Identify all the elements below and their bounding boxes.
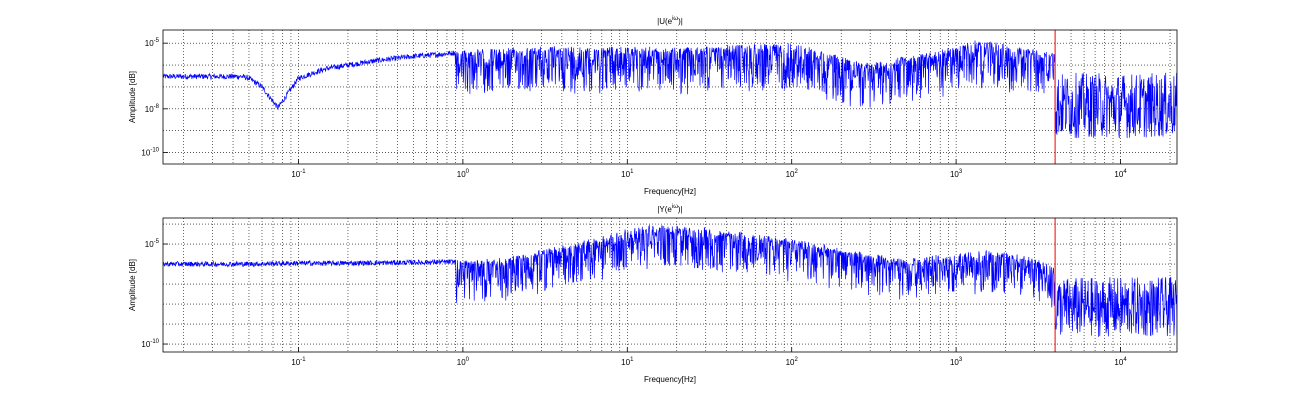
x-tick-label-exp: 1 <box>630 357 634 363</box>
x-tick-label: 103 <box>950 169 963 179</box>
x-tick-label: 102 <box>786 169 799 179</box>
x-tick-label: 101 <box>621 357 634 367</box>
y-axis-label: Amplitude [dB] <box>128 71 137 123</box>
y-tick-label: 10-8 <box>145 104 160 114</box>
x-tick-label-exp: 1 <box>630 169 634 175</box>
x-tick-label-base: 10 <box>950 358 959 367</box>
chart-title-base: |Y(e <box>657 205 672 214</box>
y-axis-label: Amplitude [dB] <box>128 259 137 311</box>
x-tick-label-base: 10 <box>1114 170 1123 179</box>
spectrum-line <box>163 224 1177 337</box>
x-tick-label-base: 10 <box>786 358 795 367</box>
lower-spectrum-plot: 10-1 100 101 102 103 10410-510-10|Y(eiω)|Freq… <box>128 204 1178 384</box>
chart-title-exp: iω <box>672 204 678 210</box>
x-tick-label-exp: 3 <box>959 357 963 363</box>
x-tick-label-exp: -1 <box>300 169 306 175</box>
x-tick-label: 102 <box>786 357 799 367</box>
upper-spectrum-plot: 10-1 100 101 102 103 10410-510-810-10|U(eiω)|… <box>128 16 1178 196</box>
x-tick-label-base: 10 <box>291 170 300 179</box>
x-tick-label-base: 10 <box>457 170 466 179</box>
x-tick-label-base: 10 <box>1114 358 1123 367</box>
x-tick-label-base: 10 <box>950 170 959 179</box>
x-tick-label: 103 <box>950 357 963 367</box>
x-tick-label: 104 <box>1114 357 1127 367</box>
y-tick-label-exp: -5 <box>154 38 160 44</box>
y-tick-label: 10-10 <box>141 339 159 349</box>
y-tick-label-base: 10 <box>145 240 154 249</box>
y-tick-label-base: 10 <box>145 39 154 48</box>
y-tick-label-base: 10 <box>141 340 150 349</box>
x-tick-label-base: 10 <box>457 358 466 367</box>
y-tick-label: 10-5 <box>145 38 160 48</box>
axes-box <box>162 217 1178 353</box>
x-tick-label: 10-1 <box>291 169 306 179</box>
x-tick-label-base: 10 <box>786 170 795 179</box>
x-tick-label-base: 10 <box>621 358 630 367</box>
chart-title-exp: iω <box>672 16 678 22</box>
x-tick-label-exp: 0 <box>466 169 470 175</box>
y-tick-label-exp: -8 <box>154 104 160 110</box>
spectrum-line <box>163 40 1177 139</box>
axes-box <box>162 29 1178 165</box>
x-tick-label-exp: 4 <box>1123 357 1127 363</box>
chart-title: |Y(eiω)| <box>657 204 682 214</box>
y-tick-label-exp: -10 <box>150 339 159 345</box>
chart-title-tail: )| <box>678 17 683 26</box>
x-tick-label-exp: 2 <box>794 169 798 175</box>
x-axis-label: Frequency[Hz] <box>644 187 696 196</box>
x-tick-label-base: 10 <box>291 358 300 367</box>
x-tick-label-exp: -1 <box>300 357 306 363</box>
x-tick-label-exp: 3 <box>959 169 963 175</box>
grid <box>163 30 1177 164</box>
x-axis-label: Frequency[Hz] <box>644 375 696 384</box>
x-tick-label: 100 <box>457 169 470 179</box>
x-tick-label-exp: 2 <box>794 357 798 363</box>
x-tick-label-exp: 4 <box>1123 169 1127 175</box>
y-tick-label-base: 10 <box>145 105 154 114</box>
x-tick-label: 104 <box>1114 169 1127 179</box>
y-tick-label-base: 10 <box>141 149 150 158</box>
x-tick-label: 101 <box>621 169 634 179</box>
y-tick-label: 10-10 <box>141 148 159 158</box>
chart-title-tail: )| <box>678 205 683 214</box>
chart-title: |U(eiω)| <box>657 16 683 26</box>
y-tick-label-exp: -10 <box>150 148 159 154</box>
y-tick-label: 10-5 <box>145 239 160 249</box>
plot-area <box>163 30 1177 164</box>
x-tick-label: 100 <box>457 357 470 367</box>
x-tick-label-base: 10 <box>621 170 630 179</box>
x-tick-label: 10-1 <box>291 357 306 367</box>
y-tick-label-exp: -5 <box>154 239 160 245</box>
chart-title-base: |U(e <box>657 17 673 26</box>
x-tick-label-exp: 0 <box>466 357 470 363</box>
